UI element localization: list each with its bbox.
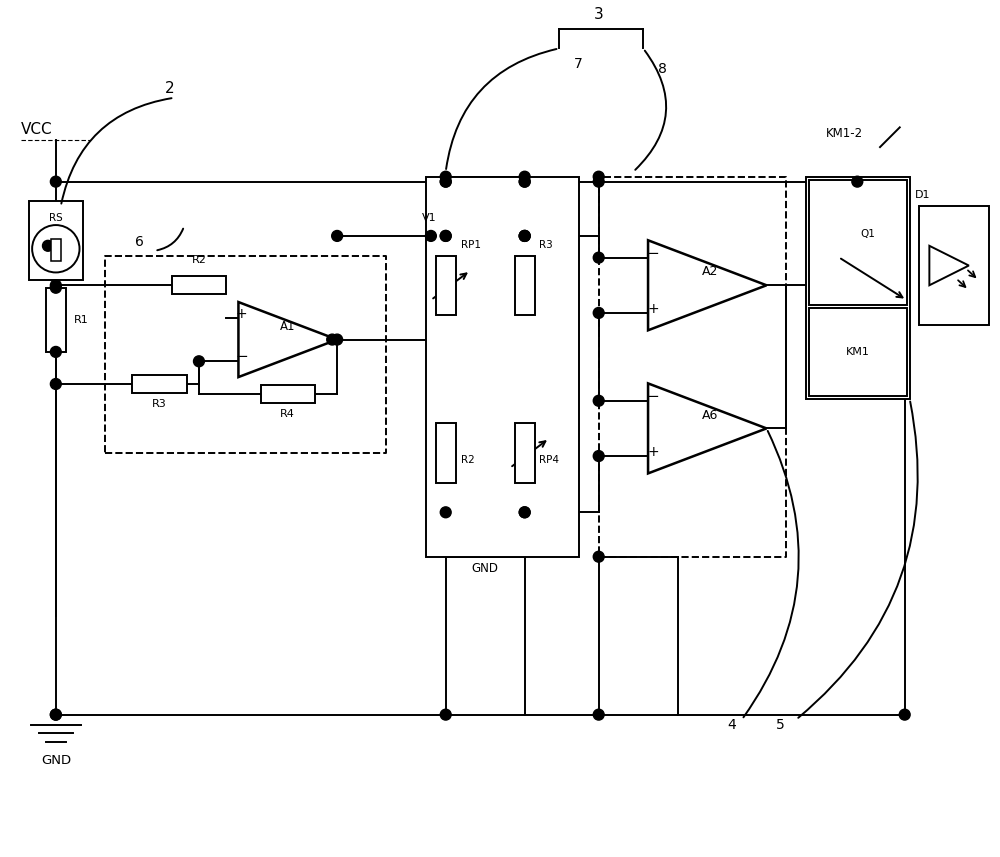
Circle shape [194, 356, 204, 367]
Circle shape [332, 334, 343, 345]
Circle shape [327, 334, 338, 345]
Circle shape [519, 506, 530, 518]
Text: +: + [647, 302, 659, 316]
Circle shape [50, 346, 61, 357]
Circle shape [50, 177, 61, 187]
Bar [436, 255, 456, 315]
Text: D1: D1 [915, 190, 930, 201]
Circle shape [332, 231, 343, 242]
Circle shape [440, 177, 451, 187]
Circle shape [519, 231, 530, 242]
Circle shape [519, 231, 530, 242]
Circle shape [593, 551, 604, 562]
Text: Q1: Q1 [860, 230, 875, 239]
Bar [436, 423, 456, 482]
Text: R3: R3 [152, 399, 167, 409]
Text: −: − [647, 246, 659, 261]
Text: RP1: RP1 [461, 240, 481, 249]
Circle shape [899, 710, 910, 720]
Circle shape [50, 710, 61, 720]
Circle shape [519, 177, 530, 187]
Bar [806, 177, 910, 399]
Text: A2: A2 [702, 266, 719, 279]
Bar [809, 180, 907, 305]
Text: 7: 7 [574, 57, 583, 71]
Circle shape [50, 282, 61, 293]
Bar [29, 201, 83, 280]
Bar [515, 423, 535, 482]
Text: A1: A1 [280, 320, 295, 333]
Text: R1: R1 [74, 315, 88, 325]
Bar [172, 277, 226, 294]
Circle shape [593, 710, 604, 720]
Circle shape [519, 231, 530, 242]
Bar [426, 177, 579, 557]
Circle shape [519, 171, 530, 183]
Text: R2: R2 [192, 255, 206, 265]
Text: 8: 8 [658, 62, 667, 76]
Text: R4: R4 [280, 409, 295, 418]
Bar [46, 288, 66, 352]
Text: −: − [647, 389, 659, 404]
Bar [919, 207, 989, 325]
Circle shape [593, 308, 604, 318]
Circle shape [519, 506, 530, 518]
Circle shape [593, 395, 604, 406]
Text: +: + [647, 445, 659, 459]
Text: GND: GND [41, 754, 71, 767]
Text: KM1: KM1 [846, 347, 870, 357]
Bar [132, 375, 187, 393]
Text: KM1-2: KM1-2 [826, 127, 863, 141]
Circle shape [440, 231, 451, 242]
Text: 4: 4 [727, 718, 736, 733]
Text: RS: RS [49, 213, 63, 223]
Text: R3: R3 [539, 240, 553, 249]
Circle shape [440, 231, 451, 242]
Text: 2: 2 [164, 81, 174, 96]
Circle shape [593, 171, 604, 183]
Text: R2: R2 [461, 455, 474, 465]
Circle shape [440, 710, 451, 720]
Bar [809, 308, 907, 396]
Text: −: − [235, 350, 248, 364]
Text: RP4: RP4 [539, 455, 559, 465]
Circle shape [50, 710, 61, 720]
Circle shape [440, 506, 451, 518]
Text: VCC: VCC [21, 123, 53, 137]
Circle shape [425, 231, 436, 242]
Circle shape [50, 379, 61, 389]
Bar [51, 239, 61, 261]
Circle shape [593, 451, 604, 461]
Circle shape [42, 240, 53, 251]
Bar [515, 255, 535, 315]
Bar [261, 385, 315, 403]
Text: +: + [236, 307, 247, 321]
Circle shape [519, 177, 530, 187]
Circle shape [593, 252, 604, 263]
Text: A6: A6 [702, 409, 719, 422]
Text: 3: 3 [594, 7, 604, 21]
Text: GND: GND [472, 561, 499, 574]
Circle shape [852, 177, 863, 187]
Text: 6: 6 [135, 235, 144, 249]
Text: 5: 5 [776, 718, 785, 733]
Circle shape [440, 177, 451, 187]
Circle shape [593, 177, 604, 187]
Text: V1: V1 [422, 213, 436, 223]
Circle shape [50, 280, 61, 291]
Circle shape [440, 171, 451, 183]
